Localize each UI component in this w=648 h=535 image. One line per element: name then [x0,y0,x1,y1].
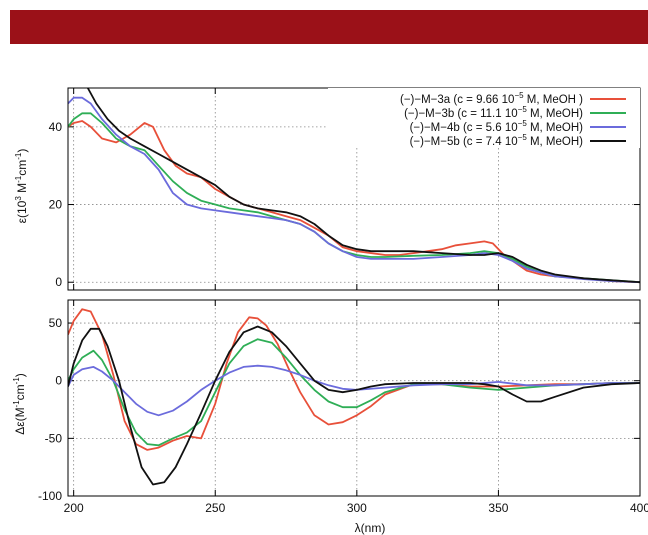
cd-ytick-label: -100 [38,489,62,503]
uv-ylabel: ε(103 M-1cm-1) [14,149,29,224]
x-axis-label: λ(nm) [355,521,386,535]
uv-ytick-label: 40 [49,120,63,134]
cd-series-4b [68,364,640,417]
cd-series-3b [68,338,640,447]
uv-series-4b [68,96,640,284]
x-tick-label: 250 [205,501,225,515]
uv-ytick-label: 20 [49,198,63,212]
cd-frame [67,299,641,497]
legend-label-3b: (−)−M−3b (c = 11.1 10−5 M, MeOH) [404,105,583,120]
cd-ytick-label: 50 [49,316,63,330]
legend-box [328,88,640,148]
x-tick-label: 400 [630,501,648,515]
legend-label-5b: (−)−M−5b (c = 7.4 10−5 M, MeOH) [410,133,584,148]
uv-ytick-label: 0 [55,275,62,289]
cd-ytick-label: 0 [55,374,62,388]
x-tick-label: 350 [488,501,508,515]
header-banner [10,10,648,44]
x-tick-label: 200 [64,501,84,515]
uv-series-5b [87,88,640,284]
cd-ylabel: Δε(M-1cm-1) [12,373,27,435]
cd-series-5b [68,325,640,486]
legend: (−)−M−3a (c = 9.66 10−5 M, MeOH ) (−)−M−… [328,88,640,148]
cd-spectrum-panel: -100 -50 0 50 200 250 300 350 400 [38,299,648,515]
cd-series-3a [68,308,640,451]
x-tick-label: 300 [347,501,367,515]
legend-label-3a: (−)−M−3a (c = 9.66 10−5 M, MeOH ) [400,91,583,106]
cd-ytick-label: -50 [45,431,63,445]
legend-label-4b: (−)−M−4b (c = 5.6 10−5 M, MeOH) [410,119,584,134]
